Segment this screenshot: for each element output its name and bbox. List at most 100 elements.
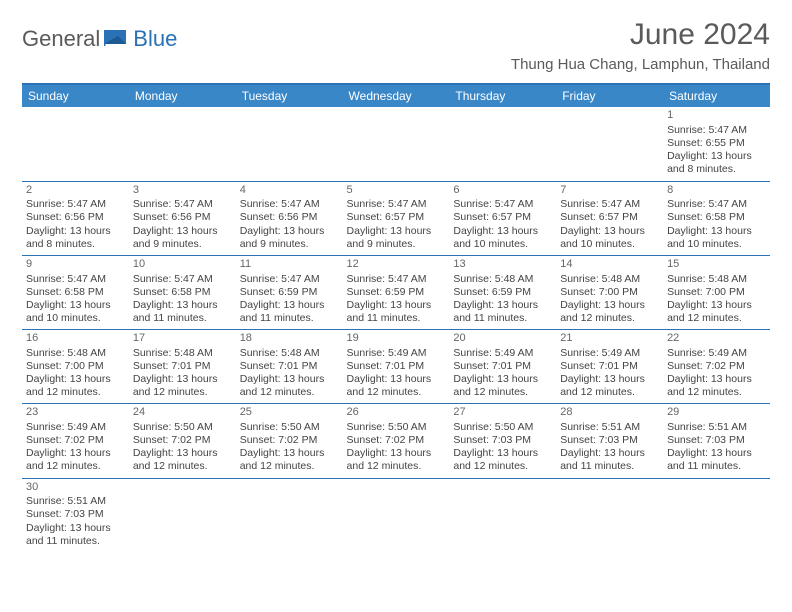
sunset-text: Sunset: 7:01 PM (560, 360, 659, 373)
day1-text: Daylight: 13 hours (560, 225, 659, 238)
day1-text: Daylight: 13 hours (560, 447, 659, 460)
sunrise-text: Sunrise: 5:48 AM (560, 273, 659, 286)
day-number: 25 (240, 406, 339, 420)
day-number: 23 (26, 406, 125, 420)
sunset-text: Sunset: 6:58 PM (667, 211, 766, 224)
day-number: 29 (667, 406, 766, 420)
day-number: 12 (347, 258, 446, 272)
flag-icon (104, 28, 130, 51)
day1-text: Daylight: 13 hours (240, 447, 339, 460)
day2-text: and 10 minutes. (453, 238, 552, 251)
day-header: Thursday (449, 84, 556, 107)
day1-text: Daylight: 13 hours (133, 447, 232, 460)
sunset-text: Sunset: 6:56 PM (133, 211, 232, 224)
sunrise-text: Sunrise: 5:47 AM (453, 198, 552, 211)
day-number: 26 (347, 406, 446, 420)
day2-text: and 8 minutes. (26, 238, 125, 251)
sunset-text: Sunset: 6:56 PM (240, 211, 339, 224)
day2-text: and 12 minutes. (26, 386, 125, 399)
calendar-cell: 4Sunrise: 5:47 AMSunset: 6:56 PMDaylight… (236, 181, 343, 255)
day1-text: Daylight: 13 hours (560, 373, 659, 386)
sunrise-text: Sunrise: 5:48 AM (240, 347, 339, 360)
sunrise-text: Sunrise: 5:48 AM (26, 347, 125, 360)
sunrise-text: Sunrise: 5:47 AM (667, 198, 766, 211)
day2-text: and 11 minutes. (453, 312, 552, 325)
calendar-cell: 1Sunrise: 5:47 AMSunset: 6:55 PMDaylight… (663, 107, 770, 181)
sunrise-text: Sunrise: 5:48 AM (453, 273, 552, 286)
location-text: Thung Hua Chang, Lamphun, Thailand (511, 56, 770, 73)
day2-text: and 10 minutes. (26, 312, 125, 325)
day-number: 19 (347, 332, 446, 346)
calendar-cell: 11Sunrise: 5:47 AMSunset: 6:59 PMDayligh… (236, 255, 343, 329)
day-number: 18 (240, 332, 339, 346)
calendar-cell: 24Sunrise: 5:50 AMSunset: 7:02 PMDayligh… (129, 404, 236, 478)
sunset-text: Sunset: 7:00 PM (667, 286, 766, 299)
sunrise-text: Sunrise: 5:49 AM (347, 347, 446, 360)
calendar-cell: 13Sunrise: 5:48 AMSunset: 6:59 PMDayligh… (449, 255, 556, 329)
day-number: 9 (26, 258, 125, 272)
calendar-row: 23Sunrise: 5:49 AMSunset: 7:02 PMDayligh… (22, 404, 770, 478)
sunrise-text: Sunrise: 5:49 AM (560, 347, 659, 360)
day-number: 15 (667, 258, 766, 272)
calendar-cell: 2Sunrise: 5:47 AMSunset: 6:56 PMDaylight… (22, 181, 129, 255)
day2-text: and 11 minutes. (26, 535, 125, 548)
calendar-row: 30Sunrise: 5:51 AMSunset: 7:03 PMDayligh… (22, 478, 770, 552)
sunset-text: Sunset: 7:00 PM (560, 286, 659, 299)
calendar-cell: 30Sunrise: 5:51 AMSunset: 7:03 PMDayligh… (22, 478, 129, 552)
calendar-cell: 16Sunrise: 5:48 AMSunset: 7:00 PMDayligh… (22, 330, 129, 404)
sunset-text: Sunset: 6:57 PM (560, 211, 659, 224)
day2-text: and 12 minutes. (347, 386, 446, 399)
calendar-cell: 28Sunrise: 5:51 AMSunset: 7:03 PMDayligh… (556, 404, 663, 478)
sunrise-text: Sunrise: 5:47 AM (240, 273, 339, 286)
calendar-row: 9Sunrise: 5:47 AMSunset: 6:58 PMDaylight… (22, 255, 770, 329)
day-number: 10 (133, 258, 232, 272)
day1-text: Daylight: 13 hours (26, 522, 125, 535)
sunset-text: Sunset: 7:01 PM (240, 360, 339, 373)
calendar-cell: 8Sunrise: 5:47 AMSunset: 6:58 PMDaylight… (663, 181, 770, 255)
day1-text: Daylight: 13 hours (133, 373, 232, 386)
sunrise-text: Sunrise: 5:51 AM (667, 421, 766, 434)
day-number: 13 (453, 258, 552, 272)
day-number: 30 (26, 481, 125, 495)
sunset-text: Sunset: 6:59 PM (347, 286, 446, 299)
sunset-text: Sunset: 7:03 PM (560, 434, 659, 447)
sunrise-text: Sunrise: 5:47 AM (240, 198, 339, 211)
sunset-text: Sunset: 7:01 PM (347, 360, 446, 373)
sunrise-text: Sunrise: 5:47 AM (133, 273, 232, 286)
day-number: 21 (560, 332, 659, 346)
sunset-text: Sunset: 6:57 PM (453, 211, 552, 224)
day1-text: Daylight: 13 hours (26, 225, 125, 238)
day2-text: and 9 minutes. (133, 238, 232, 251)
sunrise-text: Sunrise: 5:47 AM (133, 198, 232, 211)
day-header: Friday (556, 84, 663, 107)
logo-text-blue: Blue (133, 26, 177, 52)
sunset-text: Sunset: 6:59 PM (240, 286, 339, 299)
calendar-cell: 21Sunrise: 5:49 AMSunset: 7:01 PMDayligh… (556, 330, 663, 404)
day2-text: and 12 minutes. (667, 386, 766, 399)
day-number: 14 (560, 258, 659, 272)
day2-text: and 12 minutes. (26, 460, 125, 473)
day1-text: Daylight: 13 hours (347, 299, 446, 312)
calendar-table: Sunday Monday Tuesday Wednesday Thursday… (22, 83, 770, 552)
sunrise-text: Sunrise: 5:48 AM (133, 347, 232, 360)
day-number: 22 (667, 332, 766, 346)
day2-text: and 11 minutes. (133, 312, 232, 325)
day1-text: Daylight: 13 hours (133, 299, 232, 312)
calendar-cell: 29Sunrise: 5:51 AMSunset: 7:03 PMDayligh… (663, 404, 770, 478)
sunset-text: Sunset: 7:01 PM (453, 360, 552, 373)
sunrise-text: Sunrise: 5:50 AM (453, 421, 552, 434)
day2-text: and 12 minutes. (667, 312, 766, 325)
sunset-text: Sunset: 6:57 PM (347, 211, 446, 224)
day1-text: Daylight: 13 hours (667, 150, 766, 163)
sunset-text: Sunset: 7:03 PM (453, 434, 552, 447)
calendar-cell (22, 107, 129, 181)
sunset-text: Sunset: 6:58 PM (26, 286, 125, 299)
sunset-text: Sunset: 7:02 PM (240, 434, 339, 447)
day1-text: Daylight: 13 hours (453, 447, 552, 460)
day1-text: Daylight: 13 hours (26, 447, 125, 460)
calendar-cell (236, 107, 343, 181)
day1-text: Daylight: 13 hours (240, 225, 339, 238)
sunrise-text: Sunrise: 5:47 AM (26, 273, 125, 286)
calendar-cell: 3Sunrise: 5:47 AMSunset: 6:56 PMDaylight… (129, 181, 236, 255)
calendar-cell: 18Sunrise: 5:48 AMSunset: 7:01 PMDayligh… (236, 330, 343, 404)
